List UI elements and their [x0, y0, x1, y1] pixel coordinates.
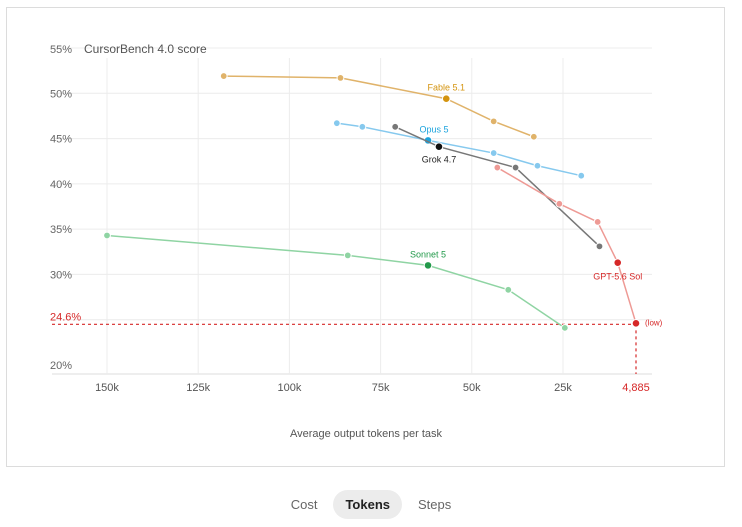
view-tabs: Cost Tokens Steps	[0, 487, 742, 521]
chart-title: CursorBench 4.0 score	[84, 42, 207, 56]
fable-5-1-point	[441, 94, 451, 104]
highlight-guides	[52, 323, 637, 374]
y-tick-label: 55%	[50, 44, 72, 56]
y-tick-label: 45%	[50, 134, 72, 146]
grok-4-7-point	[511, 163, 520, 172]
fable-5-1-point	[529, 132, 538, 141]
opus-5-point	[358, 122, 367, 131]
gpt-5-6-sol-line	[496, 166, 637, 324]
x-tick-label: 100k	[277, 382, 301, 394]
gpt-5-6-sol-point	[613, 258, 623, 267]
grok-4-7-point	[434, 142, 444, 152]
y-tick-label: 30%	[50, 269, 72, 281]
y-tick-label: 40%	[50, 179, 72, 191]
chart-svg: Fable 5.1 Opus 5 Grok 4.7 GPT-5.6 Sol Sonnet…	[50, 42, 663, 440]
ticks-group: 20% 30% 35% 40% 45% 50% 55% 150k 125k 100k 75k 50k 2…	[50, 44, 650, 394]
x-highlight-tick-label: 4,885	[622, 382, 650, 394]
fable-5-1-label: Fable 5.1	[427, 83, 465, 93]
series-group	[103, 72, 641, 332]
low-point-label: (low)	[645, 318, 663, 327]
opus-5-point	[577, 171, 586, 180]
opus-5-point	[533, 161, 542, 170]
sonnet-5-label: Sonnet 5	[410, 249, 446, 259]
fable-5-1-point	[489, 117, 498, 126]
opus-5-line	[336, 122, 582, 177]
y-tick-label: 20%	[50, 360, 72, 372]
fable-5-1-line	[223, 75, 535, 138]
opus-5-point	[489, 149, 498, 157]
sonnet-5-point	[560, 323, 569, 332]
opus-5-point	[332, 119, 341, 128]
sonnet-5-point	[504, 285, 513, 294]
tab-tokens[interactable]: Tokens	[333, 489, 403, 519]
y-tick-label: 50%	[50, 88, 72, 100]
y-tick-label: 35%	[50, 224, 72, 236]
gpt-5-6-sol-point	[555, 199, 564, 208]
grok-4-7-line	[394, 126, 600, 247]
sonnet-5-point	[343, 251, 352, 260]
grok-4-7-point	[391, 122, 400, 131]
opus-5-label: Opus 5	[420, 124, 449, 134]
x-tick-label: 150k	[95, 382, 119, 394]
tab-steps[interactable]: Steps	[418, 496, 452, 512]
x-tick-label: 50k	[463, 382, 481, 394]
x-tick-label: 75k	[372, 382, 390, 394]
gpt-5-6-sol-label: GPT-5.6 Sol	[593, 272, 642, 282]
sonnet-5-point	[423, 261, 433, 270]
x-tick-label: 25k	[554, 382, 572, 394]
x-tick-label: 125k	[186, 382, 210, 394]
grid	[52, 47, 652, 375]
sonnet-5-line	[106, 234, 566, 329]
gpt-5-6-sol-point	[593, 217, 602, 226]
labels-group: Fable 5.1 Opus 5 Grok 4.7 GPT-5.6 Sol Sonnet…	[410, 83, 663, 328]
sonnet-5-point	[103, 231, 111, 240]
fable-5-1-point	[219, 72, 228, 80]
gpt-5-6-sol-point	[631, 319, 641, 328]
y-highlight-tick-label: 24.6%	[50, 311, 81, 323]
grok-4-7-label: Grok 4.7	[422, 155, 457, 165]
tab-cost[interactable]: Cost	[290, 496, 318, 512]
grok-4-7-point	[595, 242, 604, 251]
gpt-5-6-sol-point	[493, 163, 502, 172]
x-axis-label: Average output tokens per task	[290, 428, 443, 440]
fable-5-1-point	[336, 73, 345, 82]
